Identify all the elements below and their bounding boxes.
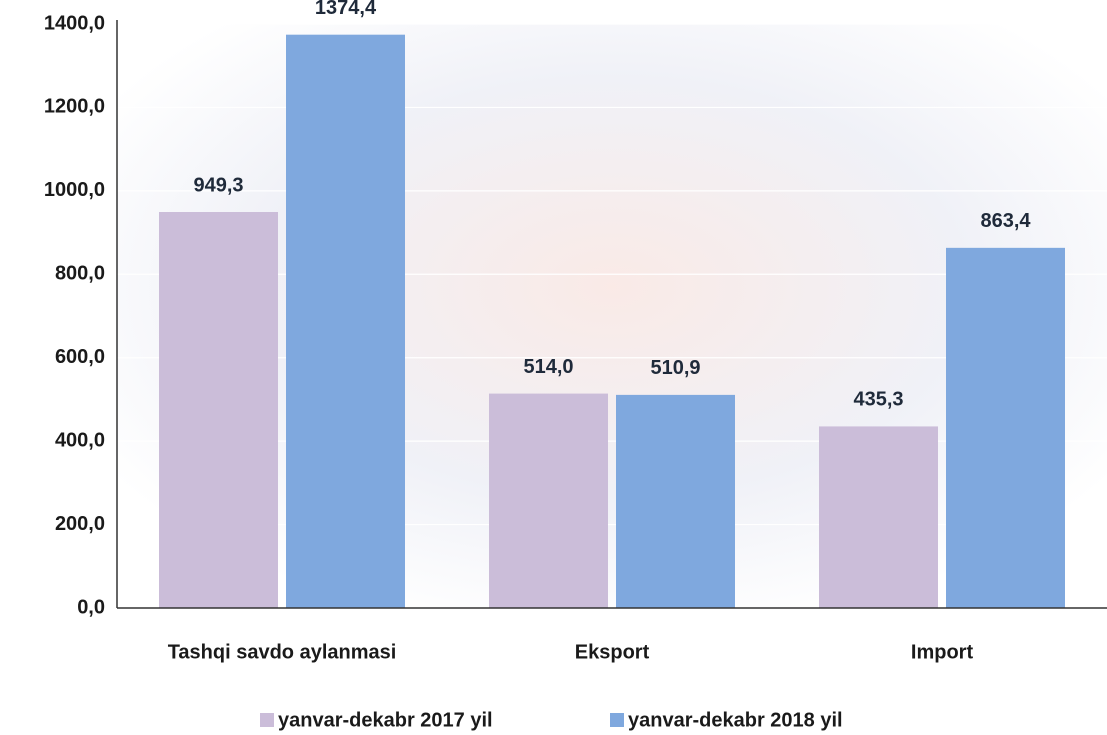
y-tick-label: 200,0 xyxy=(55,513,105,535)
x-tick-label: Eksport xyxy=(575,641,650,663)
y-tick-label: 600,0 xyxy=(55,346,105,368)
data-label: 514,0 xyxy=(523,356,573,378)
bar xyxy=(946,247,1065,608)
legend-label: yanvar-dekabr 2017 yil xyxy=(278,709,493,731)
data-label: 949,3 xyxy=(193,174,243,196)
y-tick-label: 800,0 xyxy=(55,263,105,285)
bar xyxy=(159,212,278,608)
bar xyxy=(819,426,938,608)
y-tick-label: 0,0 xyxy=(77,596,105,618)
legend-swatch xyxy=(260,713,274,727)
y-tick-label: 400,0 xyxy=(55,429,105,451)
y-tick-label: 1000,0 xyxy=(44,179,105,201)
data-label: 1374,4 xyxy=(315,0,377,19)
data-label: 435,3 xyxy=(853,389,903,411)
x-tick-label: Import xyxy=(911,641,974,663)
data-label: 863,4 xyxy=(980,210,1031,232)
bar xyxy=(286,34,405,609)
legend-label: yanvar-dekabr 2018 yil xyxy=(628,709,843,731)
bar xyxy=(489,393,608,608)
bar xyxy=(616,394,735,608)
y-tick-label: 1400,0 xyxy=(44,12,105,34)
map-background xyxy=(117,24,1107,608)
legend-swatch xyxy=(610,713,624,727)
x-tick-label: Tashqi savdo aylanmasi xyxy=(168,641,397,663)
data-label: 510,9 xyxy=(650,357,700,379)
y-tick-label: 1200,0 xyxy=(44,96,105,118)
